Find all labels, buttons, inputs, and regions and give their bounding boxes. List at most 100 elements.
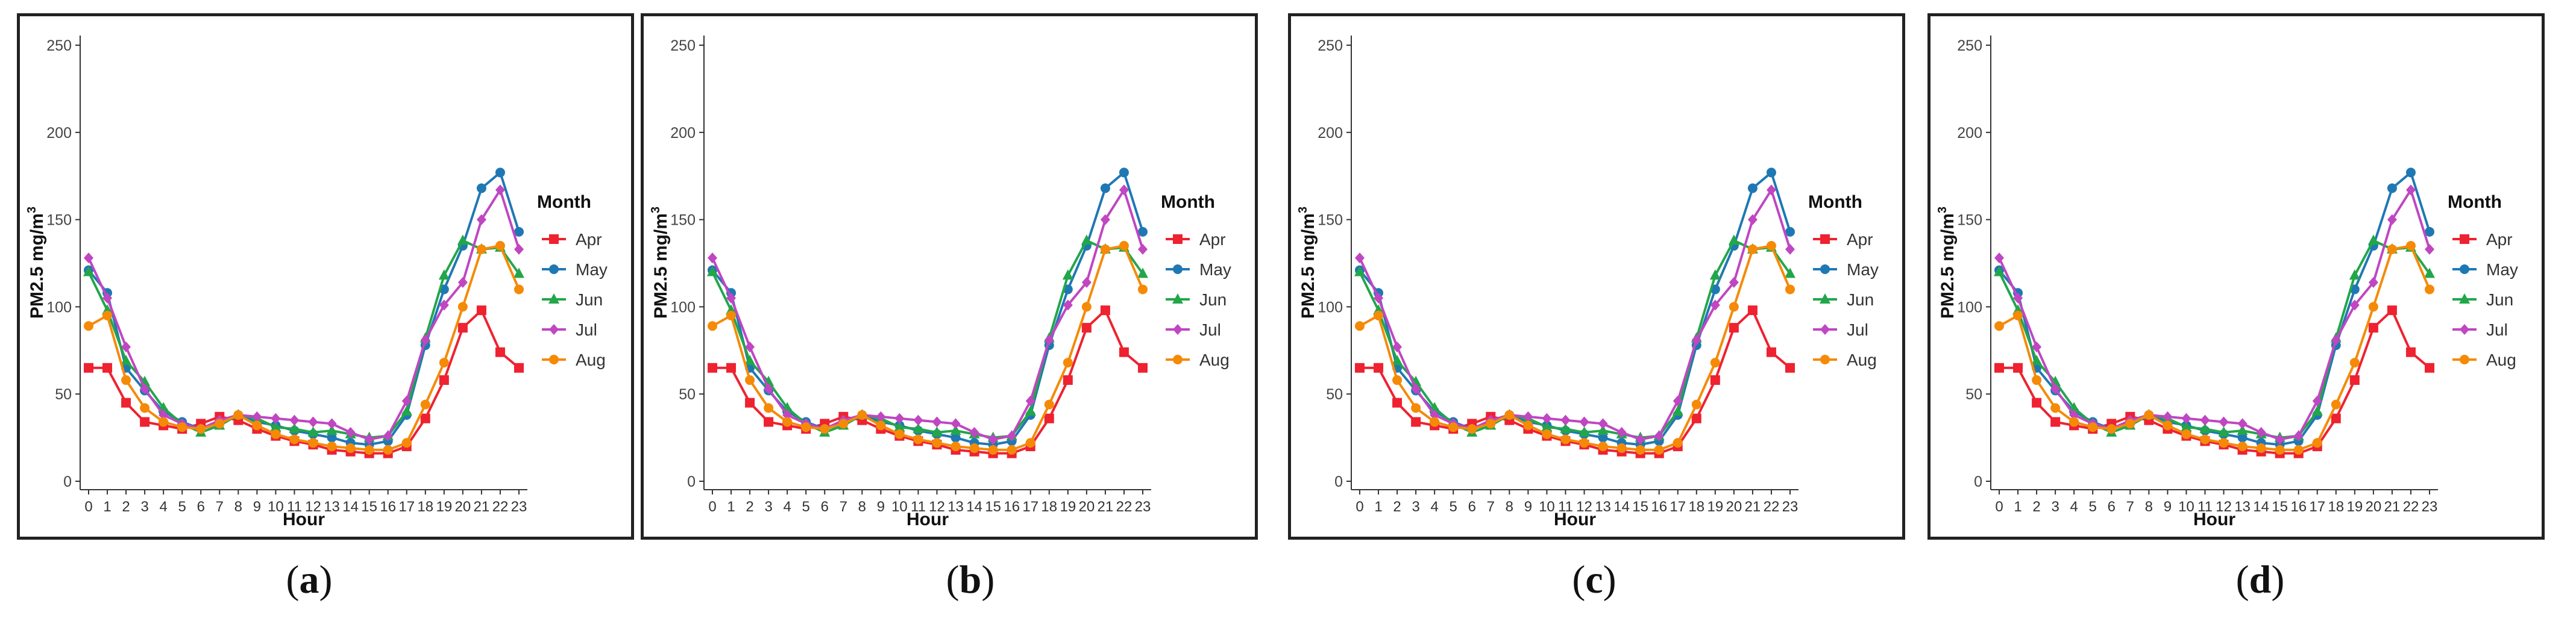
data-point-aug — [1542, 429, 1552, 439]
data-point-apr — [495, 347, 505, 357]
data-point-jul — [1560, 414, 1571, 426]
data-point-aug — [1560, 434, 1571, 445]
data-point-aug — [1616, 443, 1627, 453]
x-tick-label: 22 — [1116, 499, 1132, 515]
data-point-aug — [476, 244, 486, 254]
data-point-aug — [988, 445, 998, 455]
data-point-aug — [401, 438, 412, 448]
data-point-jul — [2163, 411, 2173, 422]
x-tick-label: 8 — [858, 499, 866, 515]
legend-label: Jun — [1847, 290, 1874, 309]
data-point-jul — [2181, 413, 2191, 424]
data-point-jul — [1766, 184, 1776, 196]
x-tick-label: 4 — [2070, 499, 2078, 515]
data-point-jul — [950, 418, 961, 429]
data-point-jul — [327, 418, 337, 429]
data-point-jun — [2181, 421, 2192, 432]
series-line-jun — [1998, 239, 2431, 439]
data-point-jun — [707, 266, 718, 276]
legend-key-marker — [2460, 264, 2469, 274]
series-apr — [1355, 305, 1795, 458]
legend-key-marker — [1172, 293, 1183, 304]
x-tick-label: 8 — [2145, 499, 2153, 515]
caption-a: (a) — [286, 558, 333, 602]
data-point-jul — [764, 383, 774, 395]
data-point-jun — [514, 267, 524, 278]
data-point-apr — [1766, 347, 1776, 357]
legend-key-marker — [2460, 324, 2469, 335]
legend-key-marker — [1173, 324, 1183, 335]
data-point-aug — [2181, 429, 2191, 439]
data-point-jul — [2331, 334, 2341, 346]
y-tick-label: 0 — [687, 473, 696, 490]
x-tick-label: 0 — [1356, 499, 1363, 515]
data-point-may — [327, 432, 337, 443]
data-point-jul — [383, 430, 393, 441]
data-point-apr — [745, 398, 755, 408]
x-tick-label: 6 — [197, 499, 205, 515]
data-point-jun — [2199, 423, 2211, 434]
data-point-jul — [745, 342, 755, 353]
y-tick-label: 150 — [1318, 212, 1343, 229]
y-axis-title-superscript: 3 — [1936, 207, 1949, 213]
y-tick-label: 0 — [1334, 473, 1343, 490]
data-point-aug — [2275, 445, 2285, 455]
data-point-aug — [1007, 445, 1017, 455]
data-point-jul — [140, 383, 150, 395]
x-tick-label: 5 — [178, 499, 186, 515]
x-tick-label: 12 — [1576, 499, 1592, 515]
x-tick-label: 17 — [1022, 499, 1038, 515]
y-tick-label: 250 — [1318, 37, 1343, 54]
data-point-jul — [1747, 214, 1758, 225]
series-line-jul — [1359, 189, 1791, 441]
data-point-aug — [1598, 441, 1608, 452]
y-tick-label: 50 — [1326, 386, 1343, 403]
x-tick-label: 0 — [84, 499, 92, 515]
x-tick-label: 9 — [1524, 499, 1532, 515]
data-point-jul — [1100, 214, 1110, 225]
data-point-jul — [1007, 430, 1017, 441]
data-point-may — [1785, 226, 1795, 237]
data-point-aug — [2013, 310, 2023, 320]
y-tick-label: 100 — [670, 299, 696, 316]
data-point-jul — [2368, 276, 2378, 288]
data-point-aug — [1119, 241, 1129, 251]
data-point-apr — [1374, 363, 1384, 373]
data-point-aug — [2125, 419, 2135, 429]
x-tick-label: 3 — [1412, 499, 1419, 515]
data-point-jun — [326, 425, 338, 435]
data-point-jul — [1081, 276, 1092, 288]
data-point-aug — [140, 403, 150, 413]
data-point-jun — [83, 266, 94, 276]
x-tick-label: 9 — [2164, 499, 2172, 515]
series-line-jul — [1998, 189, 2431, 441]
data-point-jul — [2256, 426, 2266, 438]
legend-title: Month — [1808, 192, 1862, 212]
legend: Month Apr May Jun Jul Aug — [1808, 192, 1879, 369]
data-point-may — [2387, 183, 2397, 193]
legend-key-marker — [549, 234, 559, 244]
data-point-jun — [894, 421, 905, 432]
data-point-jul — [2405, 184, 2416, 196]
legend: Month Apr May Jun Jul Aug — [1161, 192, 1231, 369]
data-point-aug — [196, 424, 206, 434]
chart-panel-c: 0 50 100 150 200 250 0 1 2 3 4 5 6 7 8 9 10 11 12 13 14 15 16 1… — [1288, 13, 1905, 540]
data-point-apr — [2013, 363, 2023, 373]
x-tick-label: 18 — [1688, 499, 1704, 515]
legend-label: Jul — [2486, 320, 2508, 339]
data-point-aug — [876, 420, 886, 431]
data-point-jun — [1062, 269, 1073, 280]
legend-key-marker — [549, 355, 559, 364]
data-point-jul — [1994, 252, 2004, 264]
data-point-aug — [820, 424, 830, 434]
data-point-aug — [159, 417, 169, 427]
data-point-jul — [1729, 276, 1739, 288]
data-point-aug — [1025, 438, 1035, 448]
data-point-apr — [2387, 305, 2397, 316]
data-point-jun — [1392, 355, 1403, 366]
data-point-jun — [1728, 234, 1739, 245]
data-point-jun — [2311, 405, 2323, 416]
data-point-jul — [476, 214, 486, 225]
